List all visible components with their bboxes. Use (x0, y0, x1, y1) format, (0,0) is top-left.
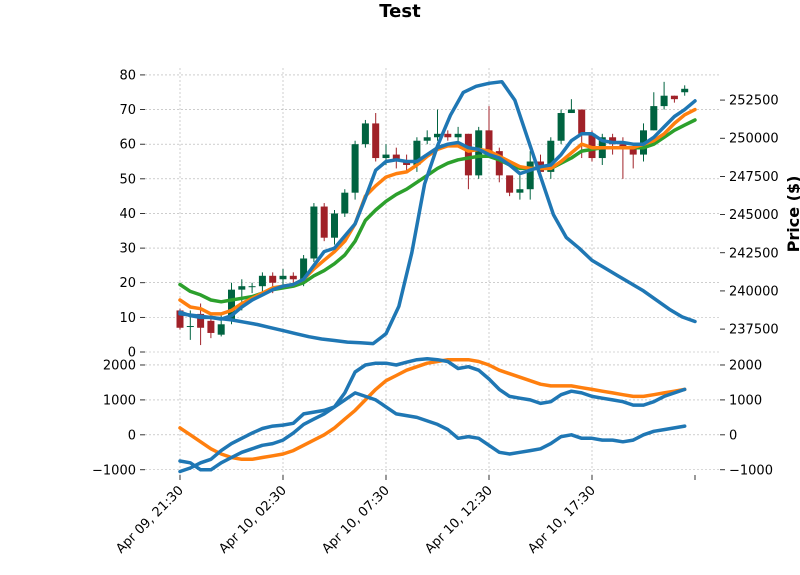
candle-body (423, 137, 431, 141)
left-y-tick-label: 0 (128, 428, 136, 443)
candle-body (650, 106, 658, 131)
indicator-blue-line-a (178, 356, 687, 474)
candle-body (516, 189, 524, 193)
left-y-tick-label: 70 (119, 103, 136, 118)
candle-body (413, 140, 421, 165)
candle-body (506, 175, 514, 193)
x-tick-label: Apr 09, 21:30 (113, 483, 186, 556)
right-y-tick-label: 252500 (729, 94, 779, 109)
candle-body (341, 192, 349, 214)
candle-body (629, 147, 637, 155)
candle-body (207, 320, 215, 333)
axes (140, 74, 725, 480)
candle-body (269, 275, 277, 283)
candle-body (176, 310, 184, 328)
left-y-tick-label: 2000 (103, 358, 136, 373)
candle-body (485, 130, 493, 152)
candle-body (289, 275, 297, 280)
left-y-tick-label: −1000 (92, 463, 136, 478)
candle-body (372, 123, 380, 159)
left-y-tick-label: 50 (119, 172, 136, 187)
candle-body (670, 95, 678, 100)
right-y-tick-label: 245000 (729, 208, 779, 223)
candle-body (382, 154, 390, 159)
candle-body (578, 109, 586, 134)
left-y-tick-label: 40 (119, 207, 136, 222)
right-y-tick-label: −1000 (729, 463, 773, 478)
candle-body (660, 95, 668, 107)
right-y-tick-label: 2000 (729, 358, 762, 373)
candle-body (228, 289, 235, 321)
right-y-tick-label: 242500 (729, 246, 779, 261)
candle-body (681, 88, 689, 93)
candle-body (434, 133, 441, 138)
right-y-tick-label: 1000 (729, 393, 762, 408)
left-y-tick-label: 80 (119, 68, 136, 83)
right-y-axis-label: Price ($) (784, 176, 800, 253)
indicator-orange-line (178, 357, 687, 462)
x-tick-label: Apr 10, 02:30 (216, 483, 289, 556)
left-y-tick-label: 0 (128, 346, 136, 361)
right-y-tick-label: 247500 (729, 170, 779, 185)
candle-body (351, 144, 359, 193)
x-tick-label: Apr 10, 07:30 (319, 483, 392, 556)
candle-body (331, 213, 338, 238)
right-y-tick-label: 237500 (729, 323, 779, 338)
candle-body (310, 206, 318, 259)
candle-body (300, 258, 308, 280)
x-tick-label: Apr 10, 12:30 (422, 483, 495, 556)
candle-body (392, 154, 400, 162)
candle-body (217, 324, 225, 335)
left-y-tick-label: 1000 (103, 393, 136, 408)
candle-body (619, 144, 627, 148)
candle-body (557, 113, 565, 141)
candle-body (547, 140, 555, 172)
chart-title: Test (379, 1, 421, 22)
candle-body (248, 286, 256, 288)
right-y-tick-label: 240000 (729, 284, 779, 299)
candle-body (361, 123, 369, 145)
candle-body (567, 109, 575, 114)
candle-body (444, 133, 452, 138)
candle-body (186, 326, 194, 328)
indicator-lines (178, 79, 697, 474)
candle-body (495, 151, 503, 176)
overlay-curve-line (178, 79, 697, 346)
candle-body (238, 286, 246, 290)
candle-body (197, 313, 205, 328)
left-y-tick-label: 30 (119, 242, 136, 257)
candle-body (258, 275, 266, 287)
right-y-tick-label: 0 (729, 428, 737, 443)
left-y-tick-label: 20 (119, 276, 136, 291)
candle-body (320, 206, 328, 238)
grid-lines (145, 68, 720, 475)
candle-body (464, 133, 472, 176)
x-tick-label: Apr 10, 17:30 (525, 483, 598, 556)
candle-body (526, 161, 534, 190)
indicator-blue-line-b (178, 391, 687, 472)
left-y-tick-label: 60 (119, 138, 136, 153)
candle-body (454, 133, 462, 138)
candle-body (279, 275, 287, 280)
right-y-tick-label: 250000 (729, 132, 779, 147)
candle-body (475, 130, 483, 176)
left-y-tick-label: 10 (119, 311, 136, 326)
